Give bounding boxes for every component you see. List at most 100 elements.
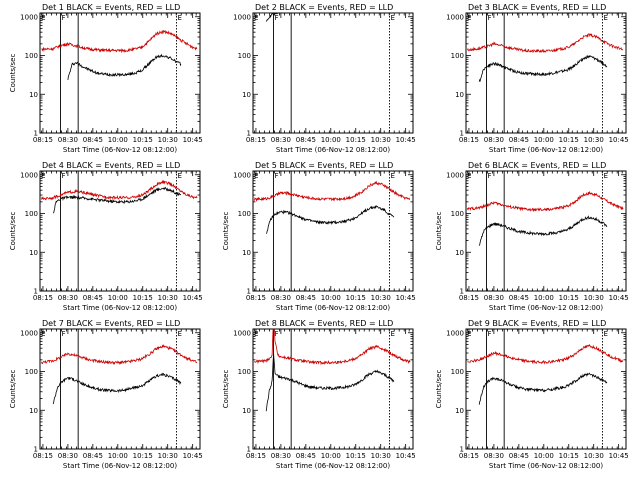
x-tick-label: 08:30 [58, 452, 78, 460]
lld-series-line [41, 344, 198, 366]
x-tick-label: 08:30 [58, 136, 78, 144]
x-tick-label: 08:30 [271, 136, 291, 144]
y-tick-label: 1000 [446, 171, 464, 179]
y-axis-label: Counts/sec [9, 54, 17, 93]
time-marker-label: E [178, 330, 182, 338]
y-tick-label: 100 [238, 52, 251, 60]
x-tick-label: 10:30 [584, 136, 604, 144]
x-tick-label: 10:45 [183, 294, 203, 302]
x-axis-label: Start Time (06-Nov-12 08:12:00) [63, 304, 177, 312]
x-tick-label: 10:15 [559, 136, 579, 144]
time-marker-label: F [62, 172, 66, 180]
time-marker-label: E [178, 14, 182, 22]
events-series-line [67, 53, 182, 81]
x-tick-label: 08:15 [246, 136, 266, 144]
x-tick-label: 10:15 [346, 294, 366, 302]
y-tick-label: 1000 [20, 171, 38, 179]
corner-marker-label: E [41, 330, 45, 338]
panel-title: Det 4 BLACK = Events, RED = LLD [42, 161, 180, 170]
x-tick-label: 08:45 [509, 136, 529, 144]
y-tick-label: 1 [247, 130, 251, 138]
x-tick-label: 08:15 [459, 294, 479, 302]
x-tick-label: 08:30 [271, 452, 291, 460]
y-tick-label: 1000 [233, 171, 251, 179]
time-marker-label: E [604, 330, 608, 338]
panel-title: Det 1 BLACK = Events, RED = LLD [42, 3, 180, 12]
x-tick-label: 10:30 [158, 452, 178, 460]
corner-marker-label: E [254, 330, 258, 338]
panel-title: Det 5 BLACK = Events, RED = LLD [255, 161, 393, 170]
lld-series-line [467, 33, 624, 54]
x-axis-label: Start Time (06-Nov-12 08:12:00) [63, 462, 177, 470]
events-series-line [53, 186, 182, 214]
y-tick-label: 10 [455, 91, 464, 99]
x-tick-label: 08:30 [484, 452, 504, 460]
x-tick-label: 08:45 [83, 294, 103, 302]
plot-frame [39, 328, 201, 450]
events-series-line [265, 353, 395, 412]
lld-series-line [254, 329, 411, 366]
y-tick-label: 100 [25, 368, 38, 376]
x-tick-label: 08:30 [484, 136, 504, 144]
y-tick-label: 1 [460, 446, 464, 454]
y-tick-label: 1000 [446, 329, 464, 337]
x-tick-label: 10:00 [321, 136, 341, 144]
time-marker-label: F [488, 330, 492, 338]
y-tick-label: 100 [238, 368, 251, 376]
y-tick-label: 100 [238, 210, 251, 218]
y-tick-label: 1 [34, 446, 38, 454]
plot-frame [465, 328, 627, 450]
x-tick-label: 10:45 [609, 452, 629, 460]
y-tick-label: 1 [34, 288, 38, 296]
y-tick-label: 10 [242, 407, 251, 415]
x-tick-label: 10:30 [584, 294, 604, 302]
x-tick-label: 10:00 [321, 452, 341, 460]
corner-marker-label: E [467, 14, 471, 22]
y-tick-label: 100 [451, 210, 464, 218]
x-tick-label: 10:00 [534, 452, 554, 460]
time-marker-label: E [604, 14, 608, 22]
lld-series-line [467, 190, 624, 213]
x-tick-label: 08:15 [459, 452, 479, 460]
panel-title: Det 3 BLACK = Events, RED = LLD [468, 3, 606, 12]
events-series-line [265, 205, 395, 234]
x-tick-label: 10:30 [158, 136, 178, 144]
y-axis-label: Counts/sec [435, 370, 443, 409]
y-tick-label: 10 [29, 91, 38, 99]
time-marker-label: E [604, 172, 608, 180]
y-tick-label: 10 [455, 407, 464, 415]
panel-title: Det 8 BLACK = Events, RED = LLD [255, 319, 393, 328]
x-axis-label: Start Time (06-Nov-12 08:12:00) [489, 462, 603, 470]
panel-title: Det 9 BLACK = Events, RED = LLD [468, 319, 606, 328]
events-series-line [478, 54, 608, 82]
y-tick-label: 1 [247, 446, 251, 454]
x-tick-label: 10:15 [133, 452, 153, 460]
x-tick-label: 10:45 [396, 136, 416, 144]
time-marker-label: F [62, 14, 66, 22]
events-series-line [478, 215, 608, 246]
y-axis-label: Counts/sec [222, 370, 230, 409]
y-tick-label: 1000 [446, 13, 464, 21]
x-tick-label: 08:45 [296, 294, 316, 302]
time-marker-label: F [488, 172, 492, 180]
plot-frame [39, 12, 201, 134]
plot-frame [252, 328, 414, 450]
time-marker-label: E [391, 172, 395, 180]
detector-panel-3: Det 3 BLACK = Events, RED = LLD 1 10 100 100… [446, 3, 629, 154]
x-tick-label: 10:30 [371, 294, 391, 302]
y-axis-label: Counts/sec [9, 212, 17, 251]
x-tick-label: 08:30 [271, 294, 291, 302]
x-axis-label: Start Time (06-Nov-12 08:12:00) [63, 146, 177, 154]
y-tick-label: 10 [29, 407, 38, 415]
y-tick-label: 100 [25, 52, 38, 60]
y-tick-label: 100 [451, 52, 464, 60]
time-marker-label: F [275, 172, 279, 180]
time-marker-label: F [62, 330, 66, 338]
corner-marker-label: E [254, 14, 258, 22]
x-tick-label: 08:45 [296, 452, 316, 460]
x-tick-label: 08:45 [509, 452, 529, 460]
events-series-line [478, 372, 608, 405]
detector-panel-6: Det 6 BLACK = Events, RED = LLD 1 10 100 100… [435, 161, 629, 312]
lld-series-line [467, 343, 624, 365]
